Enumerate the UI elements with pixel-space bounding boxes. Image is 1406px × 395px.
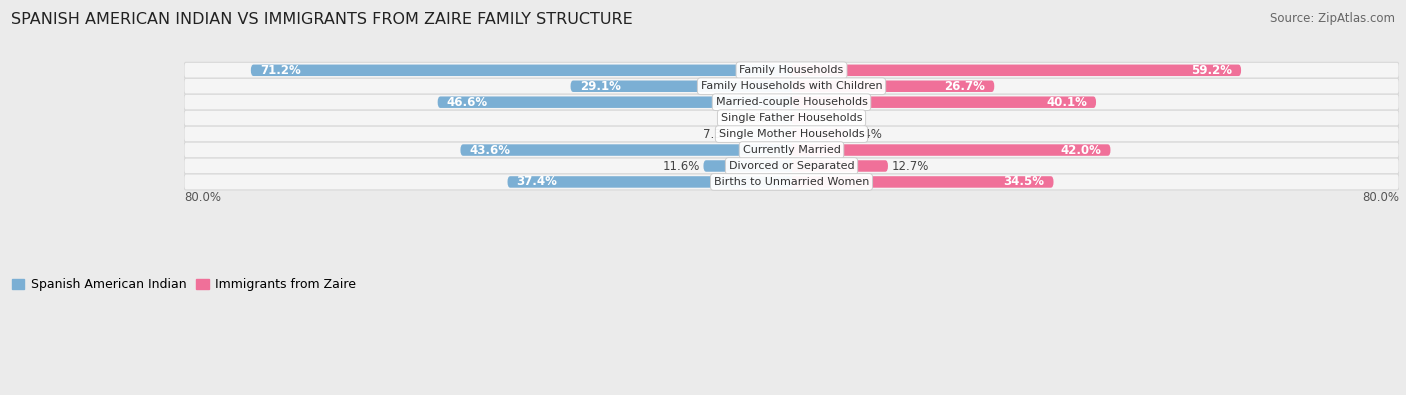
Text: Currently Married: Currently Married <box>742 145 841 155</box>
Text: 80.0%: 80.0% <box>1362 191 1399 204</box>
Text: 37.4%: 37.4% <box>516 175 558 188</box>
Bar <box>786 144 792 156</box>
FancyBboxPatch shape <box>184 174 1399 190</box>
Bar <box>792 64 797 76</box>
FancyBboxPatch shape <box>769 113 792 124</box>
FancyBboxPatch shape <box>792 96 1097 108</box>
Text: 12.7%: 12.7% <box>891 160 929 173</box>
FancyBboxPatch shape <box>184 158 1399 174</box>
FancyBboxPatch shape <box>184 110 1399 126</box>
FancyBboxPatch shape <box>437 96 792 108</box>
Text: 11.6%: 11.6% <box>662 160 700 173</box>
FancyBboxPatch shape <box>792 160 889 172</box>
Text: Divorced or Separated: Divorced or Separated <box>728 161 855 171</box>
FancyBboxPatch shape <box>792 64 1241 76</box>
Text: 59.2%: 59.2% <box>1191 64 1232 77</box>
Bar <box>786 64 792 76</box>
Bar <box>792 144 797 156</box>
Text: Family Households: Family Households <box>740 65 844 75</box>
Bar <box>786 96 792 108</box>
FancyBboxPatch shape <box>184 62 1399 78</box>
Bar <box>792 96 797 108</box>
Text: 71.2%: 71.2% <box>260 64 301 77</box>
Bar <box>792 176 797 188</box>
Text: 26.7%: 26.7% <box>945 80 986 93</box>
Legend: Spanish American Indian, Immigrants from Zaire: Spanish American Indian, Immigrants from… <box>7 273 361 296</box>
FancyBboxPatch shape <box>792 113 810 124</box>
Bar <box>786 81 792 92</box>
Text: 42.0%: 42.0% <box>1060 143 1101 156</box>
FancyBboxPatch shape <box>737 128 792 140</box>
FancyBboxPatch shape <box>184 78 1399 94</box>
Text: Married-couple Households: Married-couple Households <box>716 97 868 107</box>
Text: 43.6%: 43.6% <box>470 143 510 156</box>
FancyBboxPatch shape <box>571 81 792 92</box>
Bar <box>792 128 797 140</box>
Bar <box>786 160 792 172</box>
FancyBboxPatch shape <box>184 142 1399 158</box>
FancyBboxPatch shape <box>792 176 1053 188</box>
FancyBboxPatch shape <box>184 126 1399 142</box>
Text: Family Households with Children: Family Households with Children <box>700 81 883 91</box>
FancyBboxPatch shape <box>792 81 994 92</box>
FancyBboxPatch shape <box>250 64 792 76</box>
Text: 34.5%: 34.5% <box>1004 175 1045 188</box>
Text: 7.4%: 7.4% <box>852 128 882 141</box>
Text: Source: ZipAtlas.com: Source: ZipAtlas.com <box>1270 12 1395 25</box>
Text: 2.9%: 2.9% <box>735 112 766 125</box>
FancyBboxPatch shape <box>184 94 1399 110</box>
Bar <box>786 128 792 140</box>
Text: 7.3%: 7.3% <box>703 128 733 141</box>
Text: Single Father Households: Single Father Households <box>721 113 862 123</box>
Text: SPANISH AMERICAN INDIAN VS IMMIGRANTS FROM ZAIRE FAMILY STRUCTURE: SPANISH AMERICAN INDIAN VS IMMIGRANTS FR… <box>11 12 633 27</box>
Text: 80.0%: 80.0% <box>184 191 221 204</box>
FancyBboxPatch shape <box>508 176 792 188</box>
Text: Births to Unmarried Women: Births to Unmarried Women <box>714 177 869 187</box>
Bar <box>792 160 797 172</box>
Bar <box>786 113 792 124</box>
Text: 40.1%: 40.1% <box>1046 96 1087 109</box>
Text: 46.6%: 46.6% <box>447 96 488 109</box>
Bar <box>792 113 797 124</box>
FancyBboxPatch shape <box>460 144 792 156</box>
Text: 29.1%: 29.1% <box>579 80 620 93</box>
Bar <box>792 81 797 92</box>
Bar <box>786 176 792 188</box>
FancyBboxPatch shape <box>703 160 792 172</box>
Text: Single Mother Households: Single Mother Households <box>718 129 865 139</box>
FancyBboxPatch shape <box>792 144 1111 156</box>
Text: 2.4%: 2.4% <box>814 112 844 125</box>
FancyBboxPatch shape <box>792 128 848 140</box>
